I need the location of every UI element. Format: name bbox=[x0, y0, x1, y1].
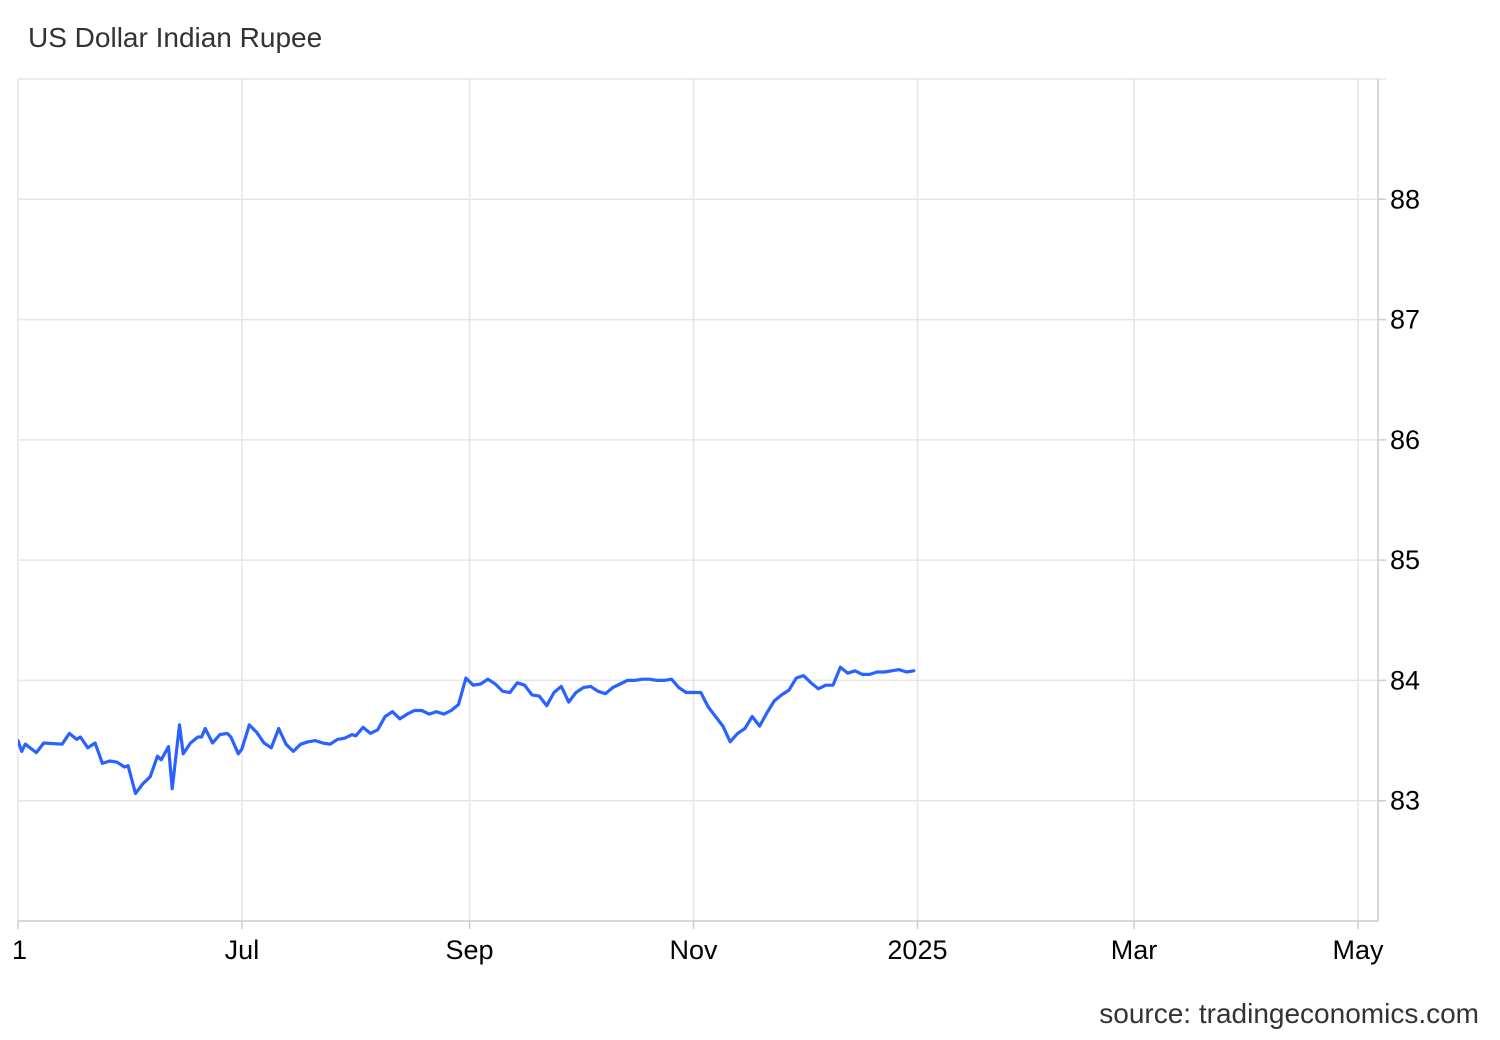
x-tick-label: Nov bbox=[669, 935, 718, 965]
y-tick-label: 88 bbox=[1390, 184, 1420, 214]
source-credit: source: tradingeconomics.com bbox=[1099, 998, 1479, 1029]
x-tick-label: Mar bbox=[1111, 935, 1158, 965]
y-tick-label: 87 bbox=[1390, 305, 1420, 335]
x-tick-label: 1 bbox=[12, 935, 27, 965]
y-tick-label: 85 bbox=[1390, 545, 1420, 575]
y-tick-label: 83 bbox=[1390, 786, 1420, 816]
tick-labels: 83 84 85 86 87 88 1 Jul Sep Nov 2025 Mar May bbox=[12, 184, 1420, 965]
x-tick-label: Jul bbox=[225, 935, 260, 965]
x-tick-label: Sep bbox=[446, 935, 494, 965]
x-tick-label: May bbox=[1332, 935, 1384, 965]
y-tick-label: 84 bbox=[1390, 665, 1420, 695]
x-tick-label: 2025 bbox=[887, 935, 947, 965]
axes bbox=[17, 79, 1386, 929]
y-tick-label: 86 bbox=[1390, 425, 1420, 455]
series bbox=[18, 665, 916, 796]
series-line bbox=[18, 665, 916, 796]
grid-lines bbox=[17, 78, 1386, 921]
chart-title: US Dollar Indian Rupee bbox=[28, 22, 323, 53]
